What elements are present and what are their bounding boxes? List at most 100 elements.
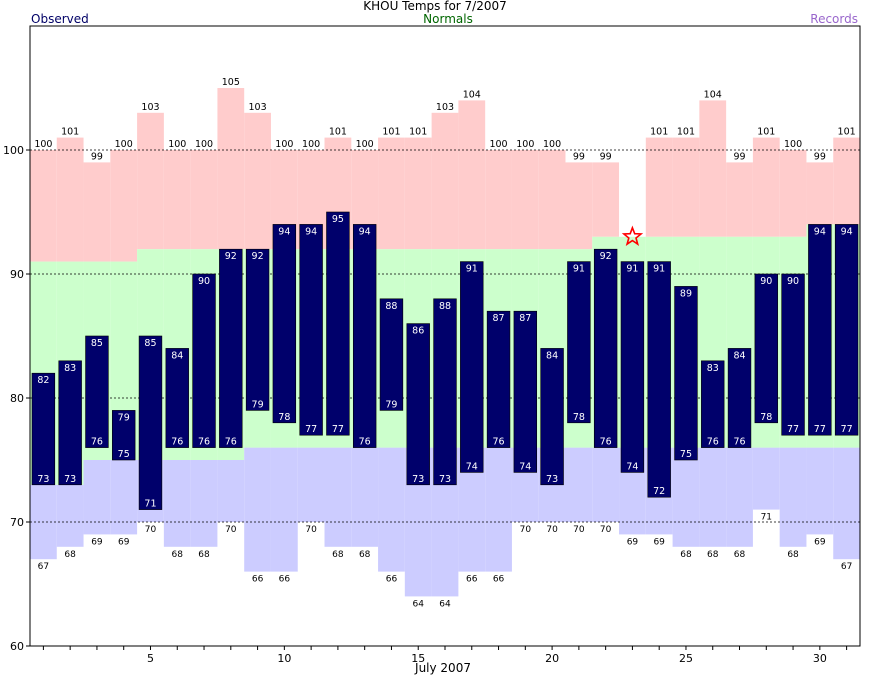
record-high-label: 100 bbox=[34, 139, 52, 150]
record-high-band bbox=[779, 150, 807, 237]
record-low-label: 66 bbox=[279, 575, 291, 585]
observed-high-label: 94 bbox=[359, 226, 371, 237]
observed-high-label: 84 bbox=[733, 350, 745, 361]
record-low-label: 68 bbox=[680, 550, 692, 560]
record-high-label: 99 bbox=[600, 151, 612, 162]
record-high-label: 103 bbox=[249, 102, 267, 113]
observed-high-label: 90 bbox=[760, 276, 772, 287]
record-low-label: 70 bbox=[546, 525, 558, 535]
record-low-band bbox=[324, 447, 352, 547]
observed-high-label: 92 bbox=[600, 251, 612, 262]
observed-bar bbox=[513, 310, 538, 473]
observed-high-label: 87 bbox=[493, 313, 505, 324]
observed-low-label: 77 bbox=[305, 424, 317, 435]
observed-bar bbox=[406, 323, 430, 486]
observed-bar bbox=[540, 348, 564, 486]
record-high-label: 100 bbox=[516, 139, 534, 150]
x-tick-label: 5 bbox=[147, 652, 154, 665]
y-tick-label: 70 bbox=[10, 516, 24, 529]
observed-low-label: 78 bbox=[278, 412, 290, 423]
record-high-band bbox=[56, 137, 84, 262]
observed-high-label: 91 bbox=[466, 264, 478, 275]
record-low-band bbox=[163, 460, 191, 547]
observed-high-label: 86 bbox=[412, 326, 424, 337]
observed-high-label: 91 bbox=[653, 264, 665, 275]
observed-high-label: 94 bbox=[305, 226, 317, 237]
record-low-label: 64 bbox=[412, 599, 424, 609]
observed-bar bbox=[808, 224, 832, 436]
x-tick-label: 20 bbox=[545, 652, 559, 665]
record-low-label: 67 bbox=[38, 562, 49, 572]
observed-bar bbox=[754, 273, 778, 424]
observed-high-label: 94 bbox=[841, 226, 853, 237]
record-low-band bbox=[378, 447, 405, 572]
record-low-label: 70 bbox=[225, 525, 237, 535]
record-low-label: 66 bbox=[466, 575, 478, 585]
observed-high-label: 91 bbox=[573, 264, 585, 275]
observed-high-label: 85 bbox=[144, 338, 156, 349]
observed-bar bbox=[727, 348, 752, 448]
record-high-band bbox=[592, 162, 620, 237]
observed-high-label: 84 bbox=[171, 350, 183, 361]
y-tick-label: 80 bbox=[10, 392, 24, 405]
record-low-label: 70 bbox=[145, 525, 157, 535]
record-low-label: 66 bbox=[386, 575, 398, 585]
record-low-band bbox=[699, 447, 727, 547]
record-low-band bbox=[565, 447, 593, 522]
observed-high-label: 83 bbox=[64, 363, 76, 374]
record-high-label: 100 bbox=[489, 139, 507, 150]
observed-bar bbox=[674, 286, 698, 461]
observed-low-label: 76 bbox=[600, 437, 612, 448]
record-low-label: 69 bbox=[814, 537, 826, 547]
record-high-label: 101 bbox=[757, 127, 775, 138]
observed-low-label: 73 bbox=[412, 474, 424, 485]
chart-title: KHOU Temps for 7/2007 bbox=[363, 0, 507, 13]
observed-bar bbox=[219, 248, 243, 448]
record-high-band bbox=[833, 137, 860, 225]
record-low-label: 68 bbox=[64, 550, 76, 560]
record-high-band bbox=[538, 150, 566, 250]
observed-bar bbox=[593, 248, 618, 448]
record-high-label: 100 bbox=[275, 139, 293, 150]
observed-bar bbox=[138, 335, 163, 510]
record-high-band bbox=[485, 150, 512, 250]
observed-low-label: 76 bbox=[198, 437, 210, 448]
record-high-label: 101 bbox=[329, 127, 347, 138]
record-low-band bbox=[270, 447, 298, 572]
observed-high-label: 95 bbox=[332, 214, 344, 225]
record-low-label: 69 bbox=[627, 537, 639, 547]
record-high-band bbox=[645, 137, 673, 237]
record-low-band bbox=[752, 447, 780, 510]
record-high-label: 100 bbox=[195, 139, 213, 150]
observed-bar bbox=[299, 224, 323, 436]
record-high-band bbox=[217, 88, 245, 250]
observed-high-label: 85 bbox=[91, 338, 103, 349]
record-low-band bbox=[244, 447, 271, 572]
record-high-label: 100 bbox=[784, 139, 802, 150]
record-low-label: 64 bbox=[439, 599, 451, 609]
observed-high-label: 83 bbox=[707, 363, 719, 374]
observed-bar bbox=[352, 224, 377, 448]
record-high-label: 100 bbox=[115, 139, 133, 150]
record-high-label: 99 bbox=[91, 151, 103, 162]
observed-high-label: 87 bbox=[519, 313, 531, 324]
record-high-band bbox=[458, 100, 486, 250]
observed-bar bbox=[85, 335, 109, 448]
observed-low-label: 73 bbox=[439, 474, 451, 485]
record-high-band bbox=[404, 137, 432, 250]
record-high-band bbox=[806, 162, 834, 225]
record-low-band bbox=[110, 460, 138, 535]
record-high-label: 99 bbox=[573, 151, 585, 162]
record-low-label: 68 bbox=[707, 550, 719, 560]
observed-low-label: 72 bbox=[653, 486, 665, 497]
record-high-band bbox=[699, 100, 727, 237]
observed-bar bbox=[272, 224, 297, 424]
observed-low-label: 74 bbox=[626, 461, 638, 472]
observed-low-label: 76 bbox=[171, 437, 183, 448]
observed-low-label: 76 bbox=[91, 437, 103, 448]
record-high-label: 103 bbox=[141, 102, 159, 113]
record-low-band bbox=[592, 447, 620, 522]
observed-high-label: 79 bbox=[118, 412, 130, 423]
record-low-band bbox=[351, 447, 379, 547]
